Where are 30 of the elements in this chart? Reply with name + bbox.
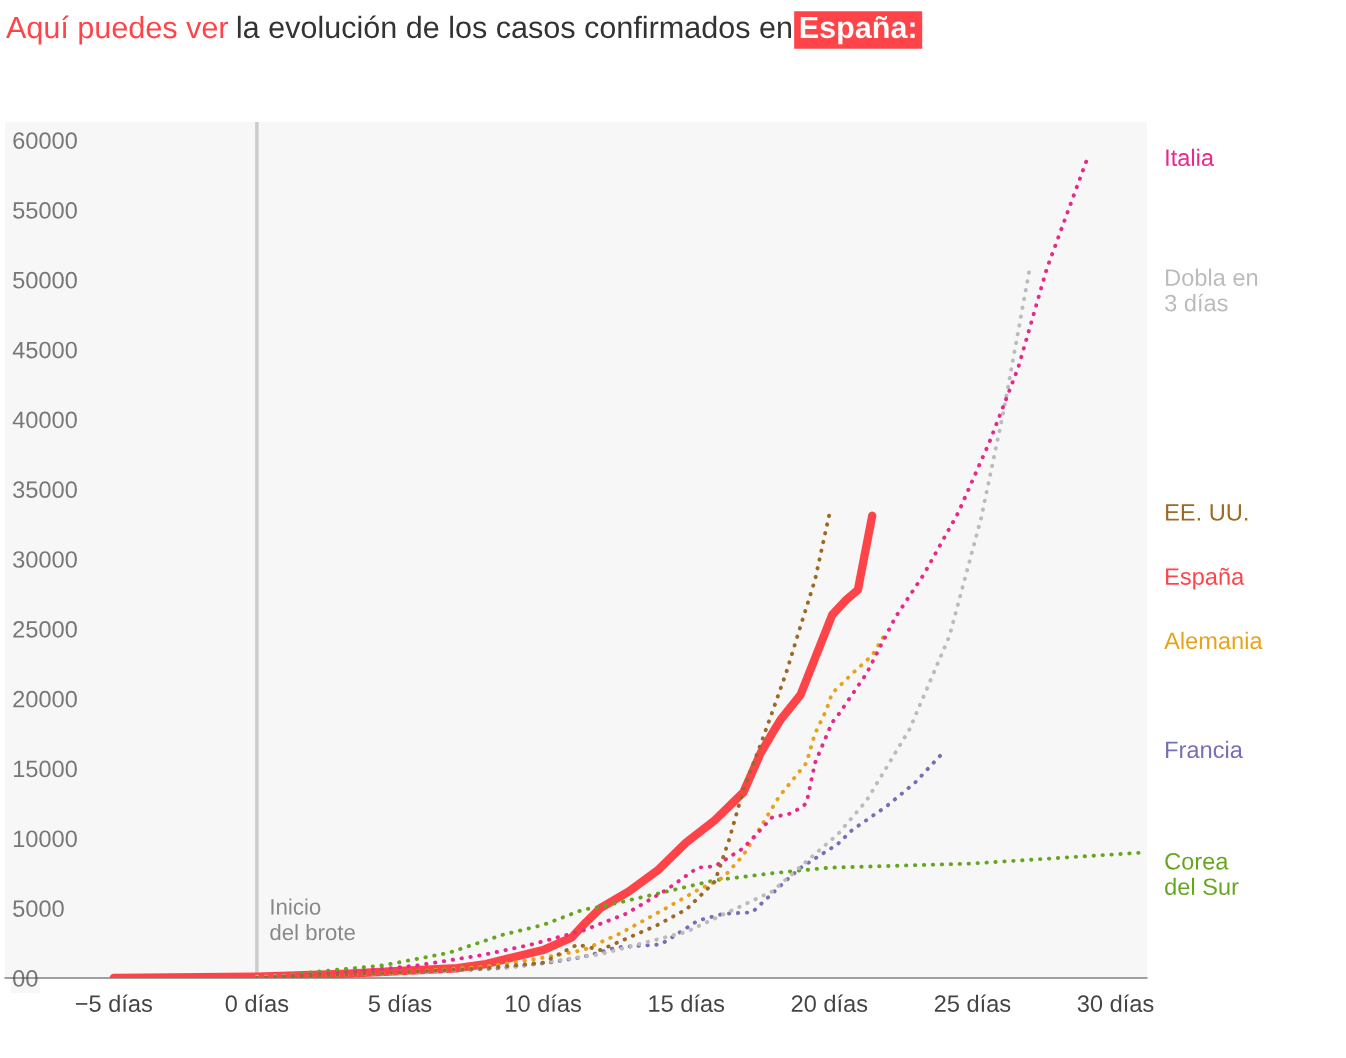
chart-title: Aquí puedes ver la evolución de los casos confirmados en España: <box>6 15 915 45</box>
y-tick-label: 30000 <box>13 551 77 568</box>
text: España <box>1166 567 1245 590</box>
text: Francia <box>1166 740 1243 759</box>
y-tick-label: 5000 <box>13 900 64 917</box>
x-tick-label: 0 días <box>225 994 289 1013</box>
y-tick-label: 45000 <box>12 341 77 359</box>
series-label: Corea del Sur <box>1165 852 1239 896</box>
x-tick-label: 5 días <box>368 994 432 1013</box>
y-tick-label: 20000 <box>13 690 77 708</box>
ref-line-label: Inicio del brote <box>270 898 355 941</box>
text: Italia <box>1166 148 1214 167</box>
x-tick-label: 30 días <box>1077 994 1154 1013</box>
x-tick-label: 10 días <box>506 994 581 1013</box>
y-tick-label: 35000 <box>13 481 77 499</box>
text: Dobla en 3 días <box>1165 268 1258 312</box>
x-tick-label: 15 días <box>649 994 725 1013</box>
y-tick-label: 60000 <box>13 132 77 149</box>
line-series <box>254 512 832 978</box>
y-tick-label: 25000 <box>13 620 77 638</box>
y-tick-label: 55000 <box>13 202 77 219</box>
y-tick-label: 15000 <box>13 760 77 778</box>
y-tick-label: 40000 <box>12 411 77 429</box>
text: Alemania <box>1164 631 1263 650</box>
x-tick-label: −5 días <box>75 994 152 1013</box>
y-tick-label: 10000 <box>13 830 77 848</box>
text: EE. UU. <box>1166 504 1248 521</box>
x-tick-label: 25 días <box>934 994 1011 1013</box>
y-tick-label: 50000 <box>13 271 77 289</box>
x-tick-label: 20 días <box>791 994 868 1013</box>
